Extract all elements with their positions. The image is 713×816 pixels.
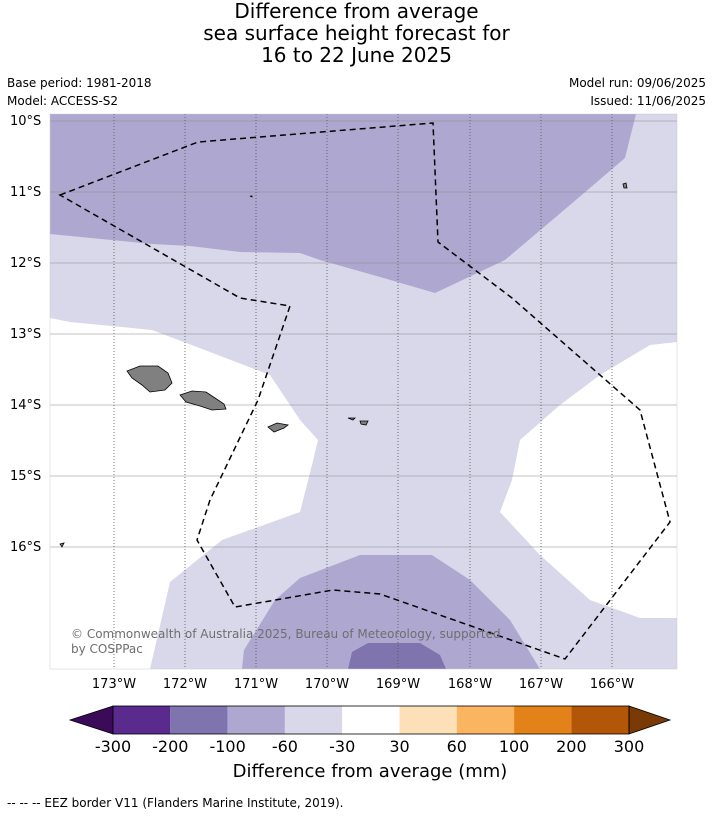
colorbar-segment <box>227 706 285 734</box>
colorbar-segment <box>514 706 572 734</box>
copyright-line-2: by COSPPac <box>71 642 143 656</box>
lat-label: 16°S <box>10 540 41 555</box>
colorbar-tick: -200 <box>152 737 188 756</box>
issued-text: Issued: 11/06/2025 <box>590 94 706 108</box>
colorbar-ticks: -300 -200 -100 -60 -30 30 60 100 200 300 <box>95 737 644 756</box>
colorbar-segment <box>571 706 629 734</box>
lat-label: 10°S <box>10 114 41 129</box>
anomaly-region-neutral-east <box>500 342 677 618</box>
lon-labels: 173°W 172°W 171°W 170°W 169°W 168°W 167°… <box>92 677 634 692</box>
title-line-1: Difference from average <box>234 0 479 23</box>
lon-label: 167°W <box>519 677 563 692</box>
colorbar <box>68 705 672 735</box>
lat-label: 12°S <box>10 256 41 271</box>
lon-label: 173°W <box>92 677 136 692</box>
copyright-note: © Commonwealth of Australia 2025, Bureau… <box>71 627 501 656</box>
island-tokelau <box>622 182 628 189</box>
lon-label: 172°W <box>163 677 207 692</box>
colorbar-tick: 100 <box>499 737 530 756</box>
colorbar-tick: 300 <box>614 737 645 756</box>
meta-left: Base period: 1981-2018 Model: ACCESS-S2 <box>7 74 152 110</box>
colorbar-tick: -30 <box>329 737 355 756</box>
colorbar-under-triangle <box>68 705 114 735</box>
meta-right: Model run: 09/06/2025 Issued: 11/06/2025 <box>569 74 706 110</box>
map-frame <box>49 113 678 670</box>
lat-label: 15°S <box>10 469 41 484</box>
colorbar-tick: 200 <box>556 737 587 756</box>
anomaly-region-minus200-south <box>348 643 446 669</box>
lat-label: 11°S <box>10 185 41 200</box>
colorbar-segment <box>399 706 457 734</box>
colorbar-tick: -60 <box>272 737 298 756</box>
island-savaii <box>126 365 173 393</box>
lon-gridlines <box>113 114 613 669</box>
lon-label: 169°W <box>376 677 420 692</box>
colorbar-tick: -100 <box>209 737 245 756</box>
colorbar-segment <box>456 706 515 734</box>
anomaly-region-neutral-west <box>50 318 318 669</box>
map-field <box>50 114 677 669</box>
colorbar-label: Difference from average (mm) <box>232 761 508 782</box>
colorbar-tick: 30 <box>389 737 409 756</box>
lat-label: 13°S <box>10 327 41 342</box>
model-text: Model: ACCESS-S2 <box>7 94 119 108</box>
colorbar-outline <box>112 705 630 735</box>
island-west <box>59 542 65 548</box>
base-period-text: Base period: 1981-2018 <box>7 76 152 90</box>
lon-label: 166°W <box>590 677 634 692</box>
chart-title: Difference from average sea surface heig… <box>0 0 713 66</box>
island-upolu <box>179 390 227 411</box>
eez-border <box>58 122 671 660</box>
copyright-line-1: © Commonwealth of Australia 2025, Bureau… <box>71 627 501 641</box>
lon-label: 171°W <box>234 677 278 692</box>
colorbar-segment <box>113 706 171 734</box>
gridlines <box>50 120 677 548</box>
colorbar-tick: 60 <box>447 737 467 756</box>
eez-footnote: -- -- -- EEZ border V11 (Flanders Marine… <box>7 796 344 810</box>
anomaly-region-minus100-north <box>50 114 636 293</box>
land <box>59 182 628 548</box>
lon-label: 168°W <box>448 677 492 692</box>
colorbar-segment <box>170 706 228 734</box>
model-run-text: Model run: 09/06/2025 <box>568 76 706 90</box>
island-swains <box>249 195 253 198</box>
colorbar-over-triangle <box>628 705 672 735</box>
title-line-2: sea surface height forecast for <box>203 21 510 45</box>
colorbar-segment <box>284 706 343 734</box>
title-line-3: 16 to 22 June 2025 <box>261 43 452 67</box>
colorbar-tick: -300 <box>95 737 131 756</box>
island-manua-1 <box>347 417 356 421</box>
lon-label: 170°W <box>305 677 349 692</box>
colorbar-segment <box>342 706 400 734</box>
anomaly-region-minus100-south <box>242 555 540 669</box>
island-tutuila <box>267 422 289 433</box>
lat-label: 14°S <box>10 398 41 413</box>
lat-labels: 10°S 11°S 12°S 13°S 14°S 15°S 16°S <box>10 114 41 555</box>
island-manua-2 <box>359 420 369 426</box>
